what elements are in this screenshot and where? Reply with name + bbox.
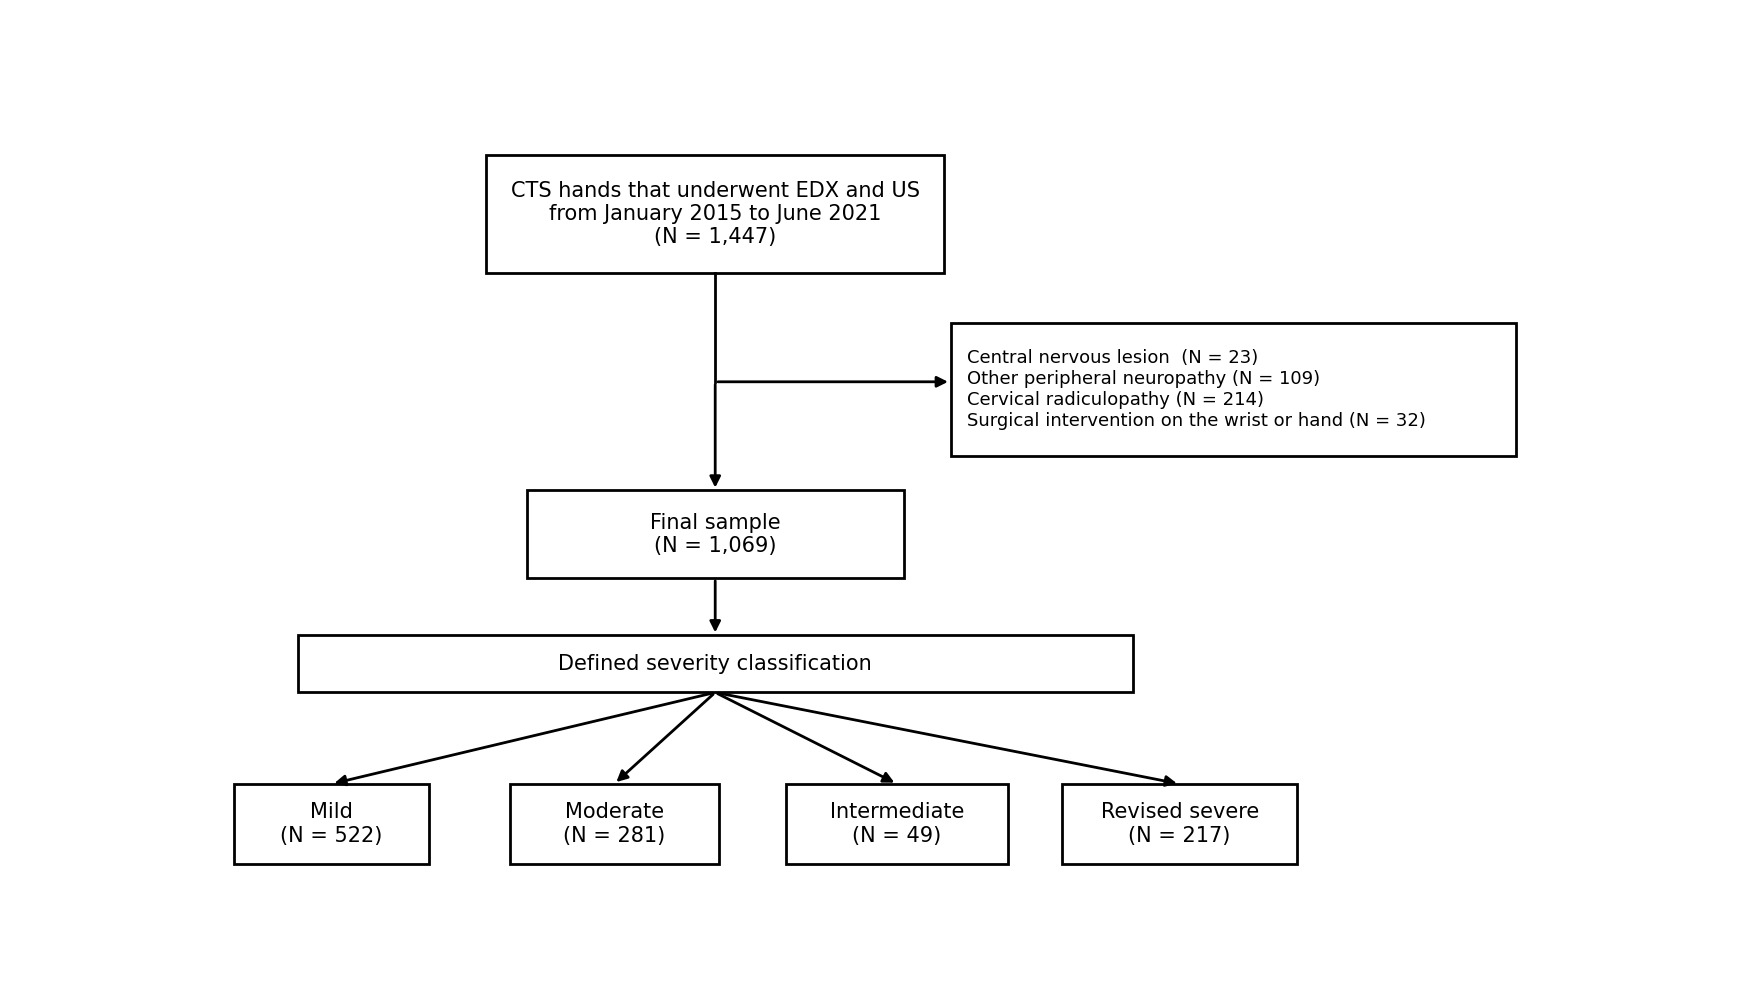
Text: Intermediate
(N = 49): Intermediate (N = 49) — [830, 802, 964, 845]
FancyBboxPatch shape — [234, 784, 429, 864]
FancyBboxPatch shape — [526, 490, 903, 578]
FancyBboxPatch shape — [950, 323, 1516, 456]
FancyBboxPatch shape — [299, 636, 1133, 692]
FancyBboxPatch shape — [785, 784, 1007, 864]
Text: Central nervous lesion  (N = 23)
Other peripheral neuropathy (N = 109)
Cervical : Central nervous lesion (N = 23) Other pe… — [968, 349, 1426, 430]
FancyBboxPatch shape — [511, 784, 719, 864]
Text: Moderate
(N = 281): Moderate (N = 281) — [563, 802, 665, 845]
FancyBboxPatch shape — [1061, 784, 1298, 864]
Text: Revised severe
(N = 217): Revised severe (N = 217) — [1101, 802, 1259, 845]
Text: Defined severity classification: Defined severity classification — [558, 653, 872, 674]
Text: Final sample
(N = 1,069): Final sample (N = 1,069) — [650, 513, 780, 555]
FancyBboxPatch shape — [486, 155, 945, 273]
Text: CTS hands that underwent EDX and US
from January 2015 to June 2021
(N = 1,447): CTS hands that underwent EDX and US from… — [511, 181, 919, 248]
Text: Mild
(N = 522): Mild (N = 522) — [280, 802, 382, 845]
